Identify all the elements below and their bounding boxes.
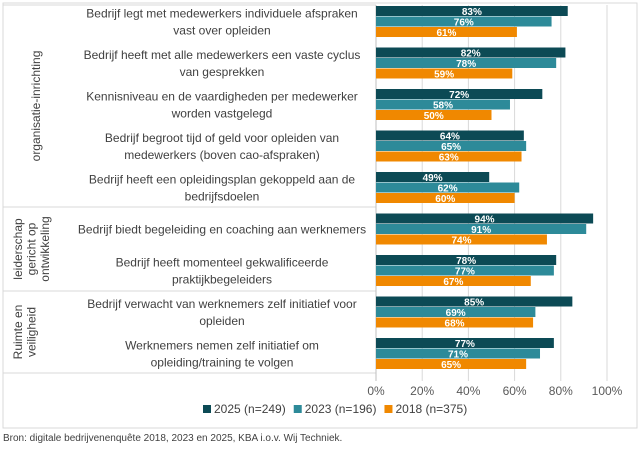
bar bbox=[376, 99, 510, 110]
legend-label: 2025 (n=249) bbox=[214, 402, 286, 416]
data-label: 64% bbox=[440, 132, 460, 143]
bar bbox=[376, 348, 541, 359]
legend-label: 2023 (n=196) bbox=[305, 402, 377, 416]
data-label: 78% bbox=[456, 59, 476, 70]
group-label: organisatie-inrichting bbox=[29, 51, 43, 162]
data-label: 60% bbox=[435, 194, 455, 205]
chart-frame bbox=[2, 2, 638, 429]
bar bbox=[376, 359, 527, 369]
bar bbox=[376, 130, 524, 141]
data-label: 58% bbox=[433, 101, 453, 112]
bar bbox=[376, 265, 554, 276]
bar bbox=[376, 296, 573, 307]
legend-swatch bbox=[293, 405, 302, 413]
data-label: 74% bbox=[451, 236, 471, 247]
bar bbox=[376, 317, 534, 328]
source-note: Bron: digitale bedrijvenenquête 2018, 20… bbox=[3, 433, 342, 444]
bar bbox=[376, 6, 568, 16]
data-label: 63% bbox=[439, 153, 459, 164]
bar bbox=[376, 47, 566, 58]
bar bbox=[376, 172, 490, 182]
data-label: 82% bbox=[461, 49, 481, 60]
group-label: leiderschapgericht opontwikkeling bbox=[11, 216, 52, 281]
legend-swatch bbox=[203, 405, 211, 413]
bar bbox=[376, 89, 543, 99]
data-label: 49% bbox=[423, 173, 443, 184]
bar bbox=[376, 58, 557, 68]
category-label: Bedrijf heeft met alle medewerkers een v… bbox=[84, 48, 361, 79]
bar bbox=[376, 255, 557, 265]
data-label: 68% bbox=[445, 319, 465, 330]
category-label: Kennisniveau en de vaardigheden per mede… bbox=[86, 89, 358, 120]
data-label: 94% bbox=[475, 215, 495, 226]
bar bbox=[376, 276, 531, 286]
bar bbox=[376, 338, 554, 348]
x-tick-label: 100% bbox=[592, 384, 623, 398]
bar bbox=[376, 16, 552, 27]
data-label: 77% bbox=[455, 339, 475, 350]
bar bbox=[376, 182, 520, 193]
data-label: 65% bbox=[441, 360, 461, 371]
category-label: Bedrijf verwacht van werknemers zelf ini… bbox=[87, 297, 356, 328]
x-tick-label: 0% bbox=[367, 384, 385, 398]
bar bbox=[376, 234, 547, 245]
data-label: 78% bbox=[456, 256, 476, 267]
legend-label: 2018 (n=375) bbox=[395, 402, 467, 416]
bar bbox=[376, 224, 587, 234]
category-label: Bedrijf heeft momenteel gekwalificeerde p… bbox=[116, 255, 329, 286]
x-tick-label: 20% bbox=[410, 384, 434, 398]
data-label: 62% bbox=[438, 184, 458, 195]
category-label: Werknemers nemen zelf initiatief om oplei… bbox=[125, 338, 319, 369]
data-label: 50% bbox=[424, 111, 444, 122]
bar bbox=[376, 141, 527, 151]
category-label: Bedrijf begroot tijd of geld voor opleid… bbox=[105, 131, 339, 162]
bar bbox=[376, 213, 594, 224]
data-label: 91% bbox=[471, 225, 491, 236]
bar bbox=[376, 151, 522, 162]
x-tick-label: 80% bbox=[549, 384, 573, 398]
data-label: 76% bbox=[454, 18, 474, 29]
data-label: 83% bbox=[462, 7, 482, 18]
category-label: Bedrijf biedt begeleiding en coaching aa… bbox=[78, 222, 366, 236]
category-label: Bedrijf heeft een opleidingsplan gekoppe… bbox=[89, 172, 356, 203]
data-label: 65% bbox=[441, 142, 461, 153]
bar bbox=[376, 307, 536, 317]
category-label: Bedrijf legt met medewerkers individuele… bbox=[86, 6, 357, 37]
data-label: 59% bbox=[434, 70, 454, 81]
bar bbox=[376, 68, 513, 79]
bar bbox=[376, 27, 517, 37]
data-label: 69% bbox=[446, 308, 466, 319]
group-label: Ruimte enveiligheid bbox=[11, 305, 39, 360]
data-label: 77% bbox=[455, 267, 475, 278]
data-label: 61% bbox=[436, 28, 456, 39]
data-label: 71% bbox=[448, 350, 468, 361]
x-tick-label: 60% bbox=[503, 384, 527, 398]
x-tick-label: 40% bbox=[456, 384, 480, 398]
data-label: 67% bbox=[443, 277, 463, 288]
bar bbox=[376, 193, 515, 203]
legend-swatch bbox=[384, 405, 393, 413]
bar bbox=[376, 110, 492, 120]
data-label: 72% bbox=[449, 90, 469, 101]
data-label: 85% bbox=[464, 298, 484, 309]
